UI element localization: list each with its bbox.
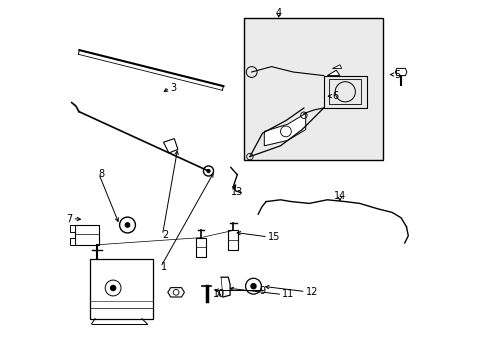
Text: 1: 1 xyxy=(160,262,166,272)
Circle shape xyxy=(250,284,256,289)
Text: 5: 5 xyxy=(393,69,399,80)
Circle shape xyxy=(206,170,209,172)
Bar xyxy=(196,238,205,257)
Polygon shape xyxy=(70,238,75,245)
Text: 4: 4 xyxy=(275,8,281,18)
Text: 11: 11 xyxy=(282,289,294,300)
Text: 3: 3 xyxy=(170,83,176,93)
Polygon shape xyxy=(70,225,75,232)
Polygon shape xyxy=(75,225,99,245)
Bar xyxy=(244,18,382,160)
Bar xyxy=(228,230,238,250)
Text: 12: 12 xyxy=(305,287,317,297)
Text: 9: 9 xyxy=(258,285,264,296)
Text: 10: 10 xyxy=(213,289,225,300)
Bar xyxy=(89,259,152,319)
Text: 7: 7 xyxy=(66,213,72,224)
Text: 6: 6 xyxy=(332,91,338,101)
Polygon shape xyxy=(163,139,178,153)
Text: 2: 2 xyxy=(162,230,168,240)
Text: 14: 14 xyxy=(333,191,346,201)
Text: 8: 8 xyxy=(99,168,104,179)
Text: 15: 15 xyxy=(267,232,280,242)
Bar xyxy=(323,76,366,108)
Polygon shape xyxy=(332,65,341,68)
Circle shape xyxy=(110,285,115,291)
Bar xyxy=(328,79,361,104)
Polygon shape xyxy=(264,113,305,146)
Text: 13: 13 xyxy=(231,186,243,197)
Polygon shape xyxy=(326,70,339,76)
Circle shape xyxy=(125,223,129,227)
